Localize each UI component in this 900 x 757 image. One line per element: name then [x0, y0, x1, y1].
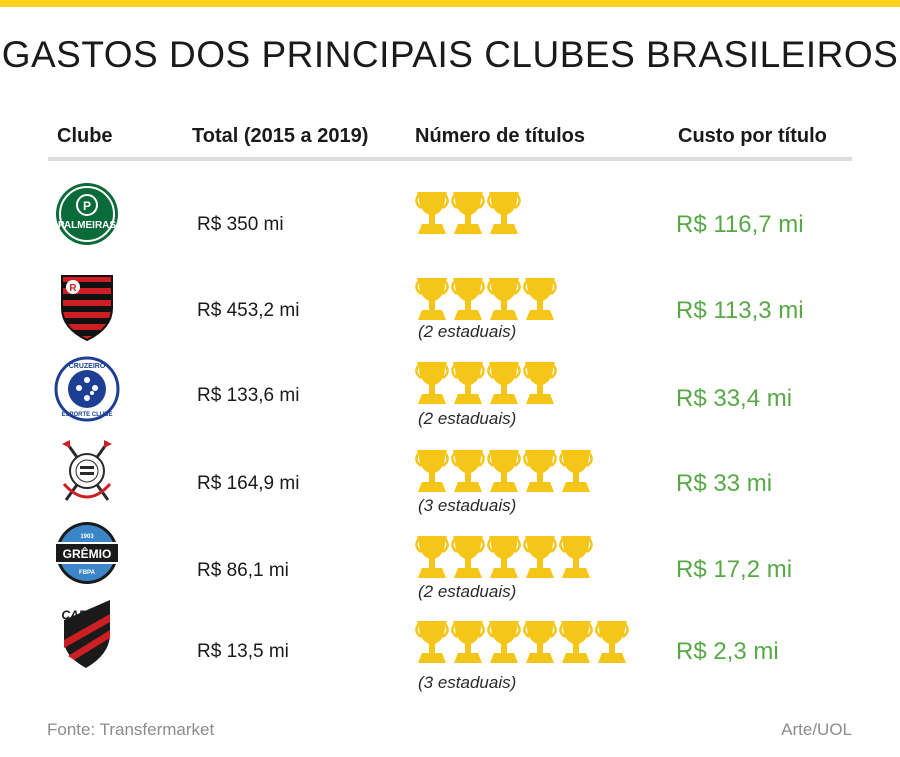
trophy-icon: [415, 621, 449, 663]
state-titles-note: (2 estaduais): [418, 582, 517, 601]
header-club: Clube: [57, 125, 113, 147]
table-row: CRUZEIRO ESPORTE CLUBE R$ 133,6 mi (2 es…: [0, 356, 900, 446]
svg-text:PALMEIRAS: PALMEIRAS: [58, 220, 116, 231]
trophy-icon: [487, 278, 521, 320]
trophy-icon: [487, 362, 521, 404]
table-row: R R$ 453,2 mi (2 estaduais) R$ 113,3 mi: [0, 272, 900, 362]
trophy-icon: [451, 192, 485, 234]
art-credit: Arte/UOL: [781, 720, 852, 739]
table-row: P PALMEIRAS R$ 350 mi R$ 116,7 mi: [0, 181, 900, 271]
trophy-icon: [451, 536, 485, 578]
trophy-icon: [451, 450, 485, 492]
state-titles-note: (2 estaduais): [418, 409, 517, 428]
page-title: GASTOS DOS PRINCIPAIS CLUBES BRASILEIROS: [1, 34, 899, 75]
trophy-icon: [415, 278, 449, 320]
trophy-icon: [487, 536, 521, 578]
table-row: GRÊMIO 1903 FBPA R$ 86,1 mi (2 estaduais…: [0, 520, 900, 610]
table-row: R$ 164,9 mi (3 estaduais) R$ 33 mi: [0, 438, 900, 528]
trophy-icon: [487, 450, 521, 492]
svg-text:GRÊMIO: GRÊMIO: [63, 546, 112, 561]
palmeiras-logo: P PALMEIRAS: [56, 183, 118, 245]
trophy-group: [415, 276, 557, 322]
trophy-icon: [523, 450, 557, 492]
table-row: CAP R$ 13,5 mi (3 estaduais) R$ 2,3 mi: [0, 600, 900, 692]
trophy-icon: [487, 192, 521, 234]
trophy-icon: [451, 621, 485, 663]
total-value: R$ 86,1 mi: [197, 560, 289, 581]
trophy-icon: [595, 621, 629, 663]
svg-text:ESPORTE CLUBE: ESPORTE CLUBE: [61, 412, 112, 418]
trophy-group: [415, 448, 593, 494]
flamengo-logo: R: [61, 275, 113, 342]
total-value: R$ 164,9 mi: [197, 473, 300, 494]
header-titles: Número de títulos: [415, 125, 586, 147]
gremio-logo: GRÊMIO 1903 FBPA: [56, 522, 118, 584]
trophy-icon: [415, 362, 449, 404]
trophy-icon: [523, 621, 557, 663]
header-cost: Custo por título: [678, 125, 827, 147]
svg-text:1903: 1903: [80, 534, 94, 540]
trophy-icon: [523, 278, 557, 320]
source-note: Fonte: Transfermarket: [47, 720, 215, 739]
header-total: Total (2015 a 2019): [192, 125, 369, 147]
cost-per-title: R$ 17,2 mi: [676, 556, 793, 583]
trophy-group: [415, 619, 629, 665]
trophy-icon: [451, 362, 485, 404]
total-value: R$ 13,5 mi: [197, 641, 289, 662]
athletico-pr-logo: CAP: [61, 600, 110, 668]
trophy-icon: [451, 278, 485, 320]
trophy-icon: [559, 450, 593, 492]
corinthians-logo: [62, 440, 112, 501]
cost-per-title: R$ 33 mi: [676, 470, 773, 497]
trophy-icon: [487, 621, 521, 663]
trophy-icon: [559, 621, 593, 663]
header-divider: [48, 157, 852, 161]
total-value: R$ 453,2 mi: [197, 300, 300, 321]
cost-per-title: R$ 113,3 mi: [676, 297, 804, 324]
trophy-group: [415, 534, 593, 580]
top-accent-bar: [0, 0, 900, 7]
state-titles-note: (3 estaduais): [418, 496, 517, 515]
svg-text:P: P: [83, 199, 91, 213]
total-value: R$ 133,6 mi: [197, 385, 300, 406]
svg-text:R: R: [69, 283, 77, 294]
svg-text:CAP: CAP: [61, 608, 87, 622]
cost-per-title: R$ 33,4 mi: [676, 385, 793, 412]
trophy-icon: [523, 362, 557, 404]
svg-text:CRUZEIRO: CRUZEIRO: [69, 363, 106, 370]
trophy-icon: [523, 536, 557, 578]
state-titles-note: (2 estaduais): [418, 322, 517, 341]
total-value: R$ 350 mi: [197, 214, 284, 235]
trophy-icon: [415, 450, 449, 492]
svg-text:FBPA: FBPA: [79, 570, 96, 576]
trophy-icon: [415, 192, 449, 234]
trophy-icon: [415, 536, 449, 578]
cost-per-title: R$ 2,3 mi: [676, 638, 779, 665]
trophy-group: [415, 360, 557, 406]
trophy-icon: [559, 536, 593, 578]
trophy-group: [415, 190, 521, 236]
cost-per-title: R$ 116,7 mi: [676, 211, 804, 238]
cruzeiro-logo: CRUZEIRO ESPORTE CLUBE: [54, 356, 120, 422]
state-titles-note: (3 estaduais): [418, 673, 517, 692]
